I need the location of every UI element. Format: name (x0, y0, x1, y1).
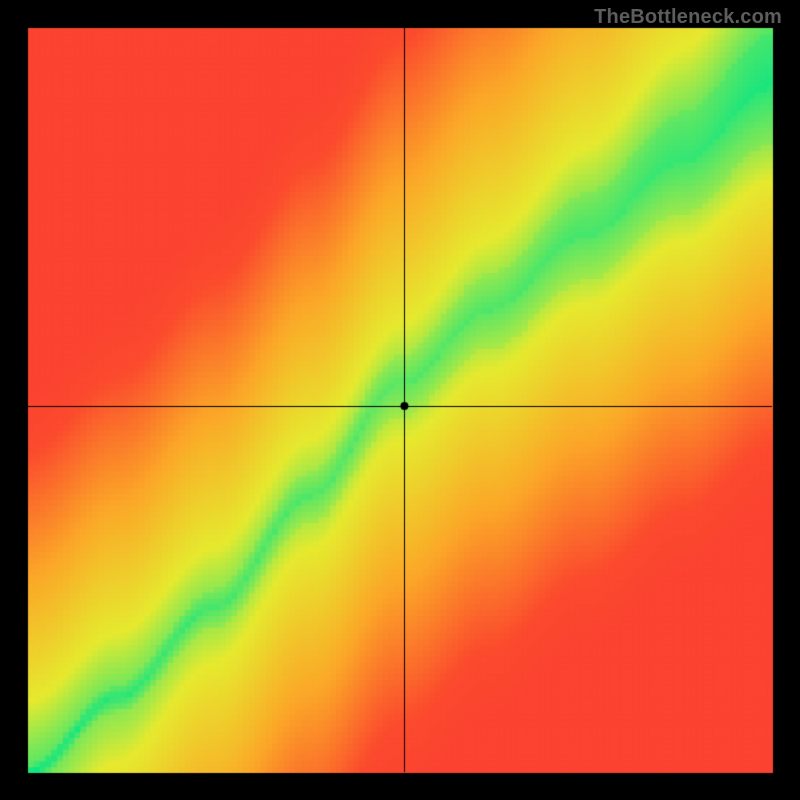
watermark-text: TheBottleneck.com (594, 6, 782, 29)
chart-container: TheBottleneck.com (0, 0, 800, 800)
bottleneck-heatmap (0, 0, 800, 800)
